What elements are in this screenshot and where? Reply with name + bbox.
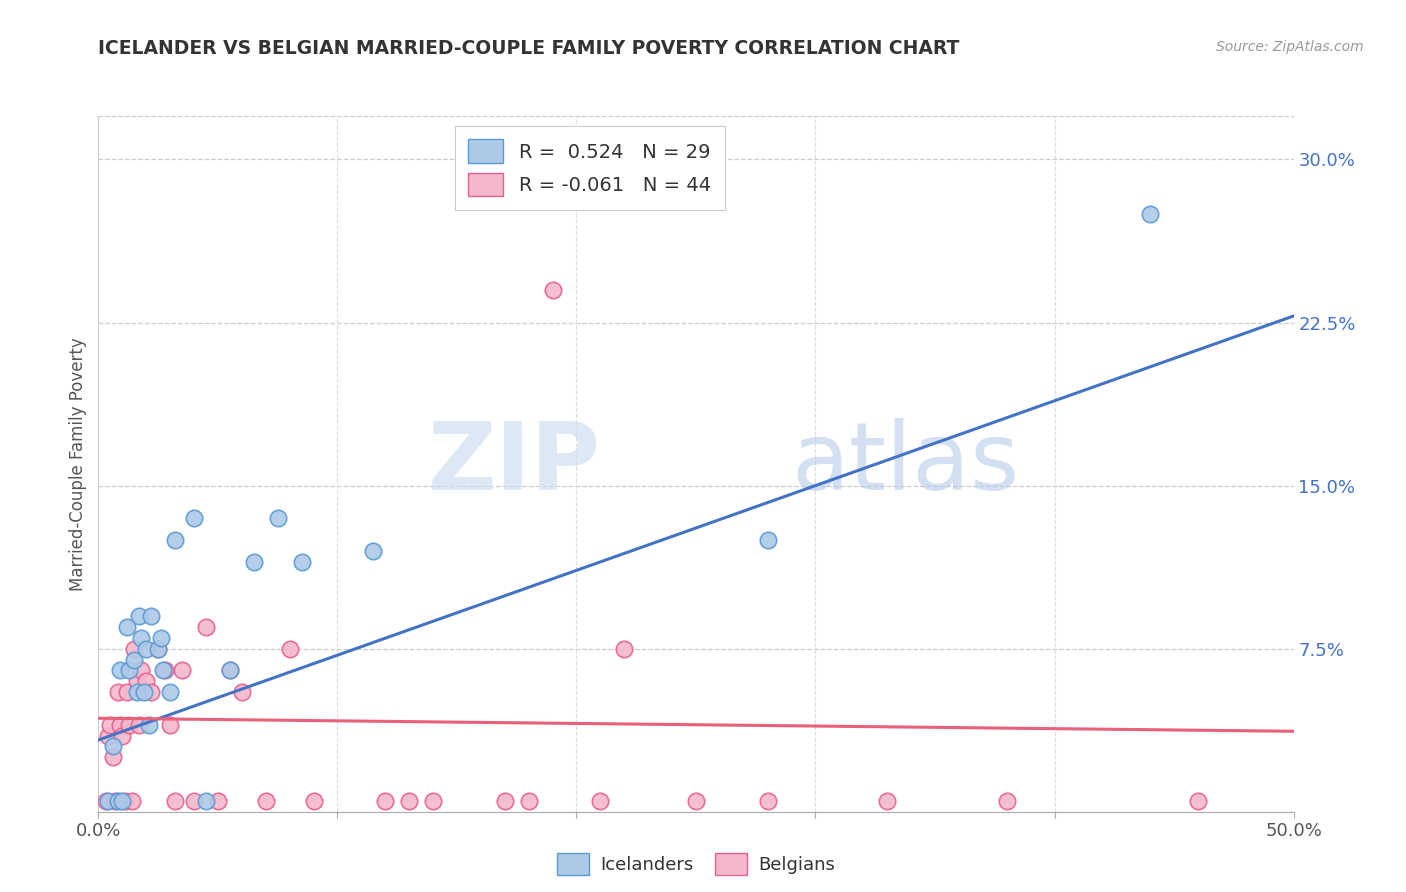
Point [267,511,290,525]
Point [589,794,612,808]
Point [97,794,120,808]
Point [128,609,150,624]
Point [995,794,1018,808]
Point [149,631,172,645]
Point [363,544,385,558]
Point [219,664,242,678]
Point [128,717,150,731]
Point [118,717,141,731]
Point [124,652,146,666]
Point [517,794,540,808]
Point [290,555,312,569]
Point [135,674,157,689]
Point [108,717,131,731]
Point [183,511,205,525]
Point [139,685,162,699]
Legend: Icelanders, Belgians: Icelanders, Belgians [550,847,842,883]
Point [107,685,129,699]
Point [159,717,181,731]
Point [254,794,277,808]
Point [115,620,138,634]
Point [243,555,266,569]
Point [756,794,779,808]
Text: ZIP: ZIP [427,417,600,510]
Point [101,739,124,754]
Point [125,685,148,699]
Point [132,685,155,699]
Point [111,729,134,743]
Point [124,641,146,656]
Point [172,664,194,678]
Point [98,717,122,731]
Text: Source: ZipAtlas.com: Source: ZipAtlas.com [1216,40,1364,54]
Point [183,794,205,808]
Point [114,794,136,808]
Point [115,685,138,699]
Point [121,794,143,808]
Point [94,794,117,808]
Point [148,641,170,656]
Point [278,641,301,656]
Point [104,794,127,808]
Point [125,674,148,689]
Point [613,641,636,656]
Y-axis label: Married-Couple Family Poverty: Married-Couple Family Poverty [69,337,87,591]
Point [118,664,141,678]
Point [398,794,420,808]
Point [155,664,177,678]
Point [1187,794,1209,808]
Point [756,533,779,547]
Point [101,750,124,764]
Point [163,794,186,808]
Point [135,641,157,656]
Point [194,794,217,808]
Point [131,664,153,678]
Point [541,283,564,297]
Point [422,794,444,808]
Point [139,609,162,624]
Point [131,631,153,645]
Point [207,794,229,808]
Text: atlas: atlas [792,417,1019,510]
Point [494,794,516,808]
Point [1139,207,1161,221]
Point [302,794,325,808]
Point [111,794,134,808]
Point [685,794,707,808]
Point [374,794,396,808]
Point [163,533,186,547]
Point [107,794,129,808]
Point [219,664,242,678]
Text: ICELANDER VS BELGIAN MARRIED-COUPLE FAMILY POVERTY CORRELATION CHART: ICELANDER VS BELGIAN MARRIED-COUPLE FAMI… [98,39,960,58]
Point [148,641,170,656]
Point [231,685,253,699]
Point [108,664,131,678]
Point [97,729,120,743]
Point [138,717,160,731]
Point [152,664,174,678]
Point [159,685,181,699]
Point [194,620,217,634]
Point [876,794,898,808]
